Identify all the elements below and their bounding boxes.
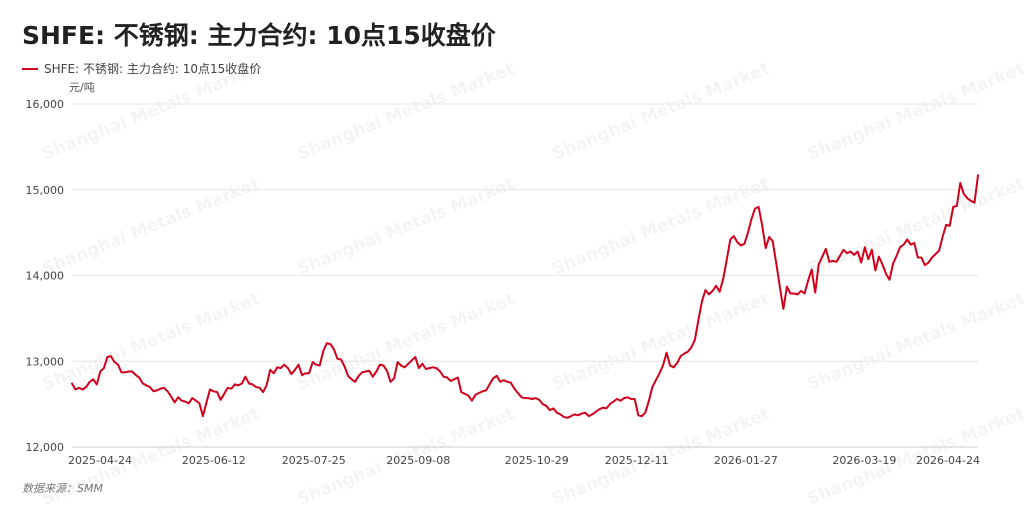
legend-swatch [22,67,38,70]
x-tick-label: 2026-04-24 [916,454,980,467]
watermark-text: Shanghai Metals Market [39,289,262,395]
watermark-text: Shanghai Metals Market [294,289,517,395]
x-tick-label: 2026-01-27 [714,454,778,467]
x-tick-label: 2026-03-19 [832,454,896,467]
legend-label: SHFE: 不锈钢: 主力合约: 10点15收盘价 [44,62,262,76]
data-source: 数据来源：SMM [22,482,103,495]
x-tick-label: 2025-06-12 [182,454,246,467]
y-tick-label: 15,000 [26,184,65,197]
watermark-text: Shanghai Metals Market [549,289,772,395]
x-tick-label: 2025-07-25 [282,454,346,467]
x-tick-label: 2025-10-29 [505,454,569,467]
watermark-text: Shanghai Metals Market [39,59,262,165]
chart-title: SHFE: 不锈钢: 主力合约: 10点15收盘价 [22,21,496,50]
series-line [71,174,979,419]
watermark-text: Shanghai Metals Market [294,59,517,165]
x-tick-label: 2025-12-11 [605,454,669,467]
y-tick-label: 13,000 [26,355,65,368]
legend[interactable]: SHFE: 不锈钢: 主力合约: 10点15收盘价 [22,60,261,77]
y-tick-label: 14,000 [26,270,65,283]
y-axis-unit: 元/吨 [69,81,95,94]
watermark-text: Shanghai Metals Market [549,59,772,165]
y-tick-label: 16,000 [26,98,65,111]
watermark-text: Shanghai Metals Market [804,59,1024,165]
y-tick-label: 12,000 [26,441,65,454]
x-tick-label: 2025-09-08 [386,454,450,467]
watermark-text: Shanghai Metals Market [804,289,1024,395]
x-tick-label: 2025-04-24 [68,454,132,467]
